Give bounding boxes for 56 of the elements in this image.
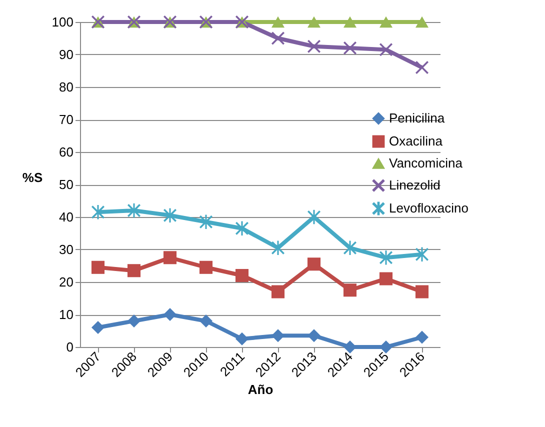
- point: [415, 60, 429, 74]
- point: [199, 214, 213, 230]
- point: [127, 314, 141, 328]
- point: [199, 314, 213, 328]
- y-tick-label: 60: [59, 144, 74, 160]
- point: [271, 285, 285, 298]
- point: [415, 16, 429, 28]
- point: [307, 40, 321, 53]
- x-axis-title: Año: [248, 382, 274, 397]
- legend-label: Oxacilina: [389, 134, 444, 148]
- y-tick-label: 30: [59, 242, 74, 257]
- point: [235, 332, 249, 346]
- y-tick-label: 40: [59, 210, 74, 224]
- point: [271, 240, 285, 256]
- point: [415, 330, 429, 344]
- y-tick-label: 50: [59, 177, 74, 192]
- point: [163, 208, 177, 223]
- legend-label: Levofloxacino: [389, 200, 468, 216]
- point: [271, 16, 285, 28]
- point: [379, 43, 393, 56]
- point: [379, 272, 393, 286]
- point: [307, 210, 321, 224]
- y-tick-label: 80: [59, 80, 74, 94]
- point: [379, 250, 393, 265]
- y-tick-label: 100: [52, 14, 74, 30]
- point: [343, 41, 357, 55]
- point: [91, 320, 105, 334]
- point: [91, 204, 105, 220]
- point: [343, 240, 357, 256]
- point: [91, 260, 105, 274]
- point: [307, 16, 321, 28]
- y-tick-label: 20: [59, 274, 74, 290]
- point: [235, 268, 249, 282]
- point: [271, 329, 285, 342]
- legend-label: Vancomicina: [389, 156, 464, 170]
- point: [307, 258, 321, 271]
- point: [127, 203, 141, 218]
- point: [415, 247, 429, 262]
- point: [415, 285, 429, 298]
- point: [379, 16, 393, 28]
- y-tick-label: 90: [59, 47, 74, 62]
- point: [127, 264, 141, 278]
- legend-label: Penicilina: [389, 110, 446, 126]
- point: [235, 221, 249, 236]
- y-tick-label: 10: [59, 307, 74, 322]
- legend-label: Linezolid: [389, 178, 440, 192]
- point: [163, 251, 177, 264]
- point: [343, 284, 357, 297]
- point: [307, 329, 321, 342]
- y-tick-label: 0: [66, 340, 74, 354]
- point: [271, 32, 285, 45]
- point: [163, 308, 177, 322]
- point: [343, 16, 357, 28]
- point: [199, 260, 213, 274]
- y-axis-title: %S: [22, 170, 43, 185]
- y-tick-label: 70: [59, 112, 74, 127]
